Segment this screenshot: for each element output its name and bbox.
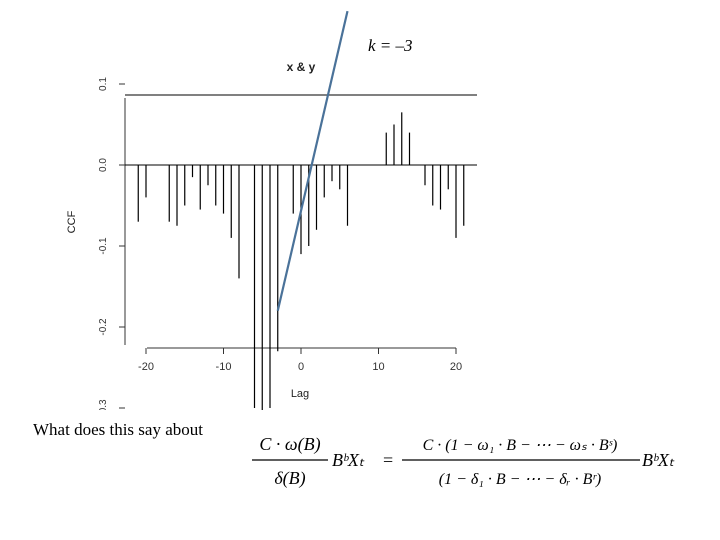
x-axis-label: Lag — [291, 388, 309, 400]
rhs-tail: BᵇXₜ — [642, 450, 675, 470]
y-axis-label: CCF — [66, 210, 78, 233]
ccf-chart: x & y -0.3 -0.2 -0.1 0.0 0.1 -20 -10 0 10 20 CCF… — [66, 10, 477, 410]
lhs-numerator: C · ω(B) — [259, 434, 320, 455]
rhs-numerator: C · (1 − ω₁ · B − ⋯ − ωₛ · Bˢ) — [423, 437, 618, 454]
equals-sign: = — [383, 450, 393, 470]
y-tick-label: -0.2 — [98, 318, 109, 336]
question-text: What does this say about — [33, 420, 203, 439]
y-tick-label: -0.3 — [98, 399, 109, 410]
x-tick-label: 20 — [450, 361, 462, 373]
rhs-denominator: (1 − δ₁ · B − ⋯ − δᵣ · Bʳ) — [439, 471, 602, 488]
lhs-tail: BᵇXₜ — [332, 450, 365, 470]
x-tick-label: 0 — [298, 361, 304, 373]
y-ticks: -0.3 -0.2 -0.1 0.0 0.1 — [98, 77, 125, 410]
y-tick-label: 0.0 — [98, 158, 109, 172]
k-annotation: k = –3 — [368, 36, 413, 55]
pointer-line — [276, 10, 349, 312]
x-tick-label: -20 — [138, 361, 154, 373]
lhs-denominator: δ(B) — [274, 468, 305, 489]
transfer-function-formula: C · ω(B) δ(B) BᵇXₜ = C · (1 − ω₁ · B − ⋯… — [252, 434, 675, 489]
x-tick-label: 10 — [372, 361, 384, 373]
x-ticks: -20 -10 0 10 20 — [138, 348, 462, 373]
y-tick-label: 0.1 — [98, 77, 109, 91]
ccf-bars — [137, 112, 465, 410]
y-tick-label: -0.1 — [98, 237, 109, 255]
chart-title: x & y — [287, 60, 316, 74]
x-tick-label: -10 — [216, 361, 232, 373]
